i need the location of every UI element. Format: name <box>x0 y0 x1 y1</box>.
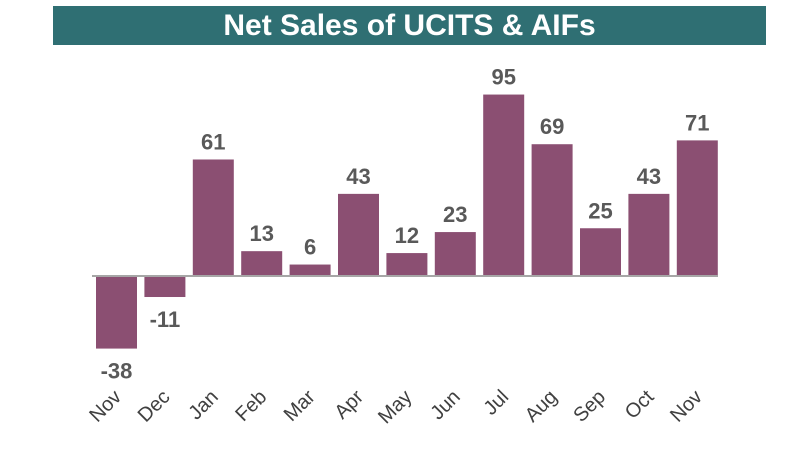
data-label-5: 43 <box>346 164 370 189</box>
bar-12 <box>676 140 718 276</box>
data-label-8: 95 <box>491 65 515 90</box>
x-tick-label-6: May <box>374 386 416 428</box>
x-tick-label-4: Mar <box>280 386 320 426</box>
x-tick-label-2: Jan <box>184 386 222 424</box>
data-label-2: 61 <box>201 129 225 154</box>
data-label-9: 69 <box>540 114 564 139</box>
x-tick-label-8: Jul <box>480 386 514 420</box>
bar-11 <box>628 193 670 276</box>
data-label-1: -11 <box>150 307 181 332</box>
x-tick-label-7: Jun <box>426 386 464 424</box>
data-label-6: 12 <box>395 223 419 248</box>
data-label-7: 23 <box>443 202 467 227</box>
x-tick-label-11: Oct <box>621 386 659 424</box>
bar-5 <box>338 193 379 276</box>
data-label-12: 71 <box>685 110 709 135</box>
x-tick-label-12: Nov <box>666 386 707 427</box>
bar-10 <box>580 228 621 276</box>
bar-2 <box>192 159 234 276</box>
bar-3 <box>241 251 283 276</box>
x-tick-label-0: Nov <box>85 386 126 427</box>
data-label-4: 6 <box>304 235 316 260</box>
data-label-11: 43 <box>637 164 661 189</box>
bar-9 <box>531 144 573 276</box>
data-label-0: -38 <box>101 359 133 384</box>
data-label-10: 25 <box>588 198 612 223</box>
data-label-3: 13 <box>249 221 273 246</box>
x-tick-label-5: Apr <box>330 386 368 424</box>
bar-0 <box>96 276 137 349</box>
bar-7 <box>434 232 476 276</box>
x-tick-label-9: Aug <box>521 386 562 427</box>
bar-4 <box>289 264 331 276</box>
x-tick-label-3: Feb <box>231 386 271 426</box>
x-tick-label-1: Dec <box>134 386 175 427</box>
bar-8 <box>483 94 525 276</box>
x-tick-label-10: Sep <box>569 386 610 427</box>
chart-title: Net Sales of UCITS & AIFs <box>223 8 596 42</box>
chart-title-bar: Net Sales of UCITS & AIFs <box>53 6 766 45</box>
bar-6 <box>386 253 428 276</box>
bar-1 <box>144 276 186 298</box>
